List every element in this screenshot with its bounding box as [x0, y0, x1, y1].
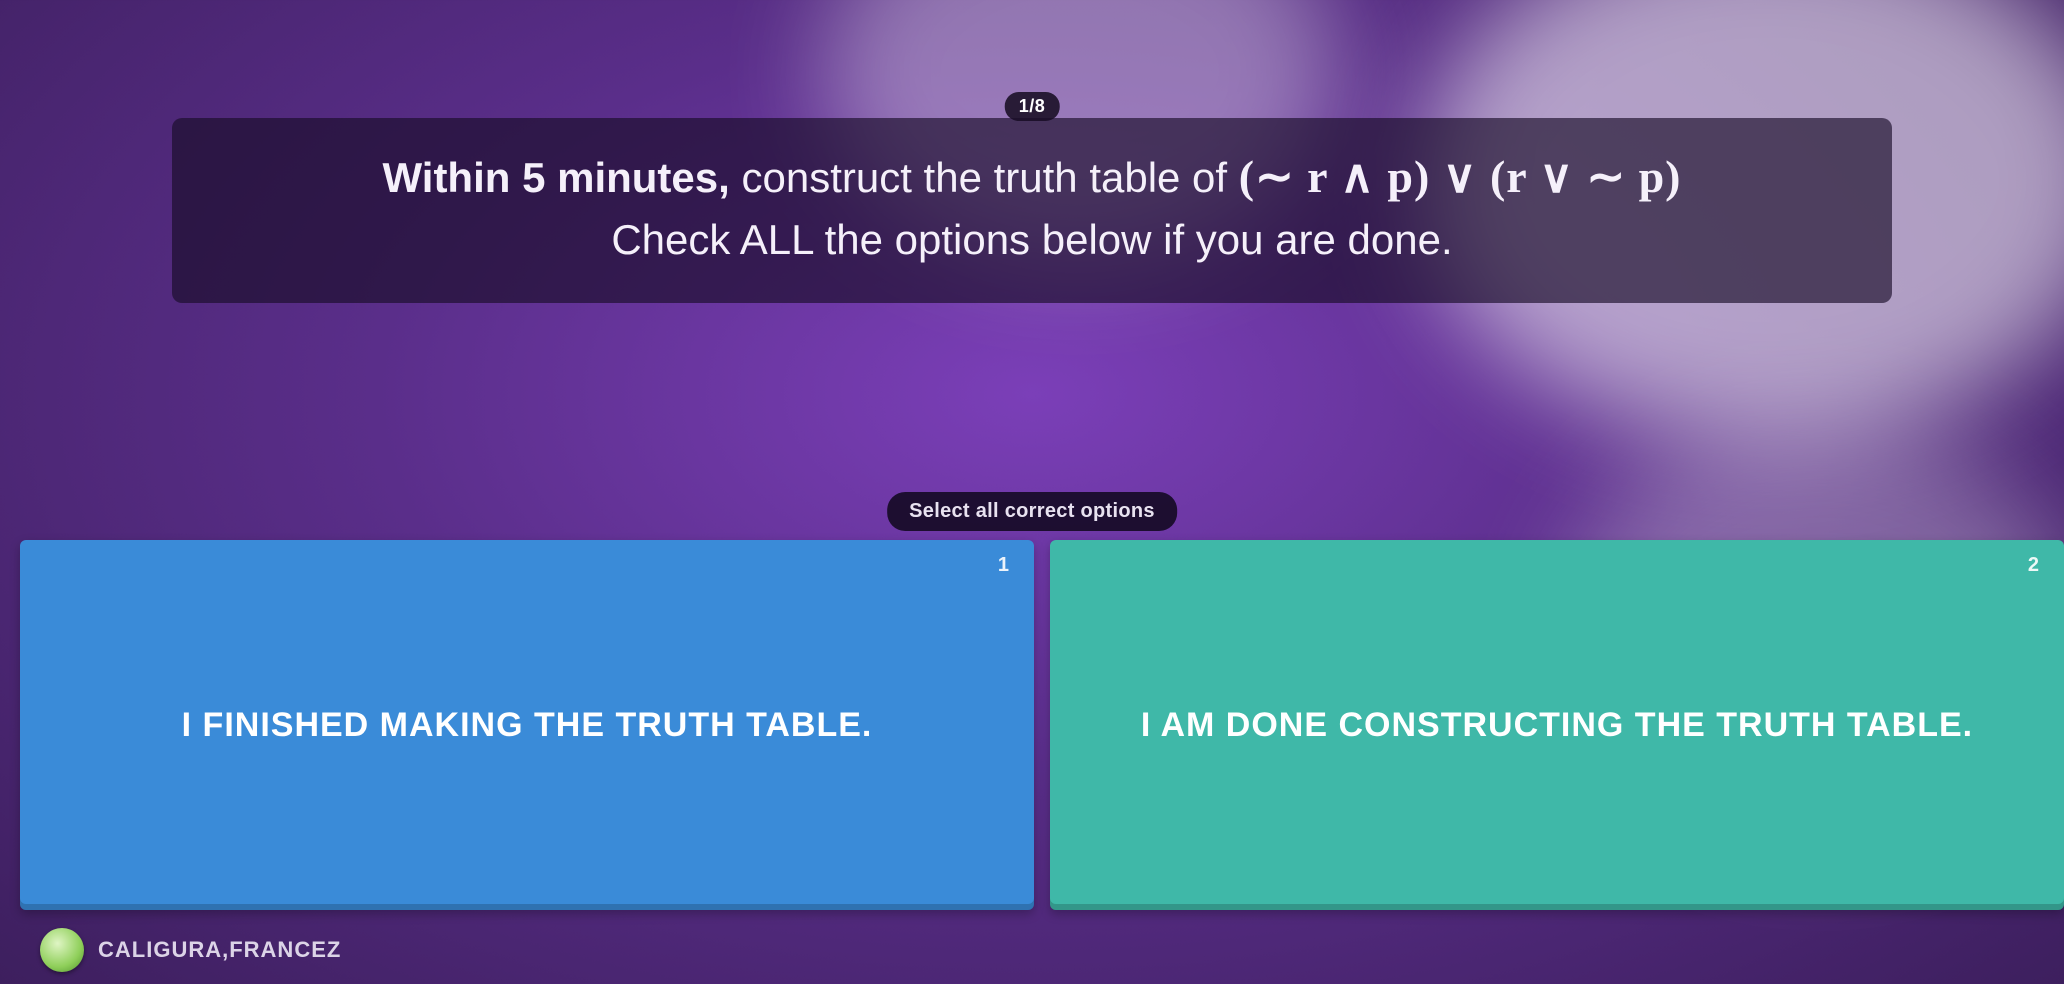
- option-label: I FINISHED MAKING THE TRUTH TABLE.: [182, 706, 873, 745]
- option-1[interactable]: 1 I FINISHED MAKING THE TRUTH TABLE.: [20, 540, 1034, 910]
- question-line-2: Check ALL the options below if you are d…: [212, 212, 1852, 269]
- option-label: I AM DONE CONSTRUCTING THE TRUTH TABLE.: [1141, 706, 1973, 745]
- question-formula: (∼ r ∧ p) ∨ (r ∨ ∼ p): [1239, 151, 1682, 202]
- avatar-icon: [40, 928, 84, 972]
- option-key: 1: [998, 554, 1010, 577]
- question-prefix-rest: construct the truth table of: [730, 154, 1239, 201]
- username: CALIGURA,FRANCEZ: [98, 937, 341, 963]
- options-row: 1 I FINISHED MAKING THE TRUTH TABLE. 2 I…: [20, 540, 2064, 910]
- question-counter: 1/8: [1005, 92, 1060, 121]
- option-2[interactable]: 2 I AM DONE CONSTRUCTING THE TRUTH TABLE…: [1050, 540, 2064, 910]
- footer: CALIGURA,FRANCEZ: [40, 928, 341, 972]
- quiz-screen: 1/8 Within 5 minutes, construct the trut…: [0, 0, 2064, 984]
- question-line-1: Within 5 minutes, construct the truth ta…: [212, 146, 1852, 208]
- option-key: 2: [2028, 554, 2040, 577]
- question-prefix-bold: Within 5 minutes,: [383, 154, 730, 201]
- question-box: Within 5 minutes, construct the truth ta…: [172, 118, 1892, 303]
- select-all-hint: Select all correct options: [887, 492, 1177, 531]
